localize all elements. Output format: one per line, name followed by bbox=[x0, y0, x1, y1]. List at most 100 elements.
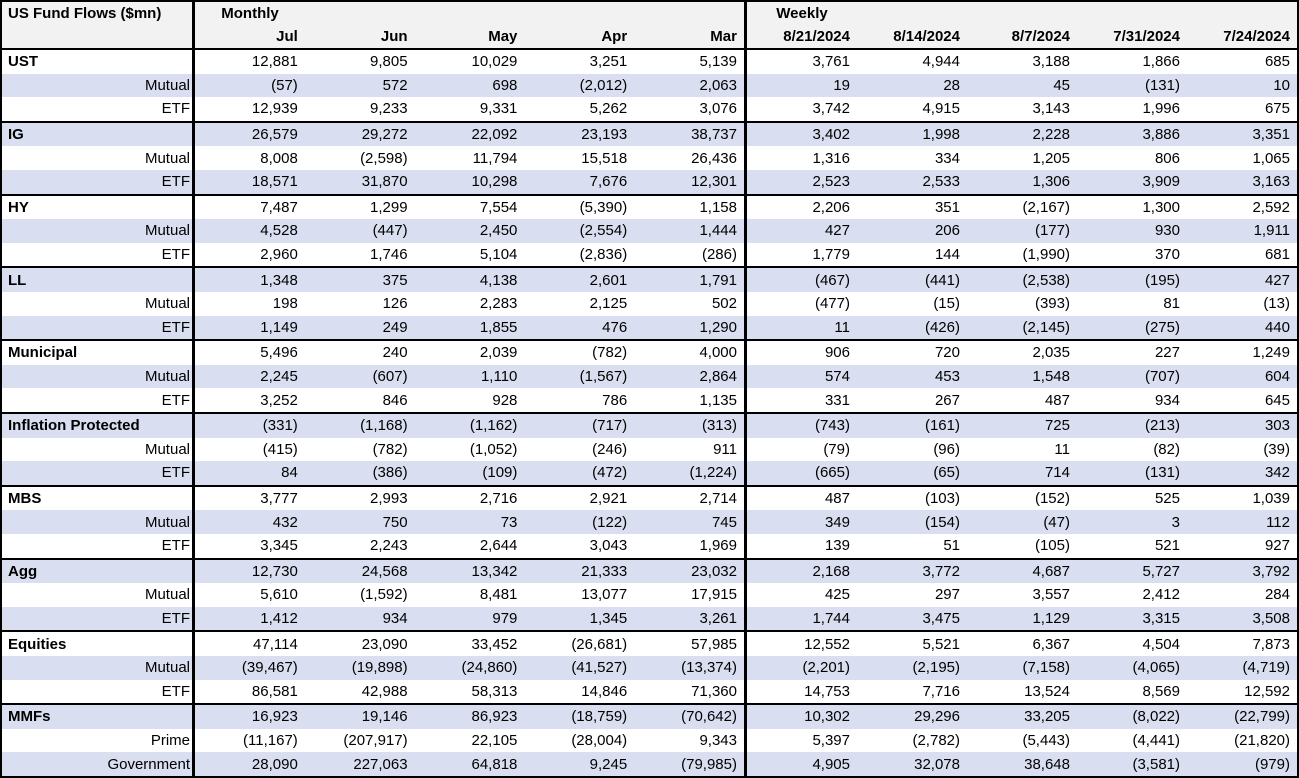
value-cell: 7,873 bbox=[1252, 635, 1290, 653]
value-cell: 2,864 bbox=[699, 368, 737, 386]
value-cell: 681 bbox=[1264, 246, 1290, 264]
value-cell: 1,065 bbox=[1252, 149, 1290, 167]
value-cell: 7,676 bbox=[589, 173, 628, 191]
column-header: 8/7/2024 bbox=[1011, 28, 1070, 45]
value-cell: (1,224) bbox=[689, 464, 737, 482]
weekly-cells: 331 267 487 934 645 bbox=[744, 388, 1297, 412]
value-cell: 3,909 bbox=[1142, 173, 1180, 191]
value-cell: 24,568 bbox=[361, 562, 408, 580]
value-cell: 3 bbox=[1171, 513, 1180, 531]
row-label: ETF bbox=[2, 461, 195, 485]
value-cell: 8,481 bbox=[479, 586, 518, 604]
value-cell: 19 bbox=[833, 76, 850, 94]
value-cell: 979 bbox=[492, 610, 518, 628]
table-row: Mutual 198 126 2,283 2,125 502 (477) (15) (393) 8… bbox=[2, 291, 1297, 316]
weekly-cells: 1,744 3,475 1,129 3,315 3,508 bbox=[744, 606, 1297, 631]
value-cell: (1,990) bbox=[1022, 246, 1070, 264]
value-cell: 5,397 bbox=[812, 732, 850, 750]
value-cell: 934 bbox=[1154, 391, 1180, 409]
row-label: Prime bbox=[2, 728, 195, 753]
monthly-cells: 5,496 240 2,039 (782) 4,000 bbox=[195, 341, 744, 365]
table-row: Mutual 432 750 73 (122) 745 349 (154) (47) 3 112 bbox=[2, 510, 1297, 534]
monthly-cells: 3,252 846 928 786 1,135 bbox=[195, 388, 744, 412]
weekly-cells: 11 (426) (2,145) (275) 440 bbox=[744, 315, 1297, 340]
value-cell: (41,527) bbox=[571, 659, 628, 677]
weekly-cells: 10,302 29,296 33,205 (8,022) (22,799) bbox=[744, 705, 1297, 729]
value-cell: 10 bbox=[1273, 76, 1290, 94]
value-cell: 8,008 bbox=[260, 149, 298, 167]
monthly-cells: 28,090 227,063 64,818 9,245 (79,985) bbox=[195, 752, 744, 776]
value-cell: 1,129 bbox=[1032, 610, 1070, 628]
table-row: ETF 12,939 9,233 9,331 5,262 3,076 3,742 4,915 3… bbox=[2, 97, 1297, 121]
value-cell: 5,262 bbox=[589, 100, 628, 118]
value-cell: 342 bbox=[1264, 464, 1290, 482]
value-cell: (122) bbox=[592, 513, 628, 531]
value-cell: 3,402 bbox=[812, 126, 850, 144]
value-cell: 2,714 bbox=[699, 490, 737, 508]
value-cell: (79) bbox=[823, 440, 850, 458]
value-cell: 10,298 bbox=[471, 173, 518, 191]
value-cell: 4,687 bbox=[1032, 562, 1070, 580]
value-cell: (13) bbox=[1263, 295, 1290, 313]
value-cell: 13,524 bbox=[1024, 682, 1070, 700]
value-cell: 12,301 bbox=[691, 173, 737, 191]
value-cell: 21,333 bbox=[581, 562, 628, 580]
value-cell: (979) bbox=[1254, 755, 1290, 773]
value-cell: (1,592) bbox=[360, 586, 408, 604]
value-cell: 2,206 bbox=[812, 198, 850, 216]
value-cell: 28,090 bbox=[251, 755, 298, 773]
value-cell: 3,252 bbox=[260, 391, 298, 409]
value-cell: (1,052) bbox=[469, 440, 518, 458]
monthly-cells: 12,939 9,233 9,331 5,262 3,076 bbox=[195, 97, 744, 121]
value-cell: (313) bbox=[701, 417, 737, 435]
table-row: ETF 1,412 934 979 1,345 3,261 1,744 3,475 1,129 3… bbox=[2, 606, 1297, 631]
value-cell: 26,579 bbox=[251, 126, 298, 144]
value-cell: 11 bbox=[1054, 440, 1070, 458]
value-cell: (154) bbox=[924, 513, 960, 531]
value-cell: 476 bbox=[602, 318, 628, 336]
value-cell: 4,504 bbox=[1142, 635, 1180, 653]
value-cell: 645 bbox=[1264, 391, 1290, 409]
value-cell: (2,201) bbox=[802, 659, 850, 677]
row-group: HY 7,487 1,299 7,554 (5,390) 1,158 2,206 351 (2,… bbox=[2, 193, 1297, 267]
value-cell: (2,836) bbox=[579, 246, 628, 264]
value-cell: (447) bbox=[372, 222, 408, 240]
value-cell: 750 bbox=[382, 513, 408, 531]
weekly-cells: 487 (103) (152) 525 1,039 bbox=[744, 486, 1297, 511]
row-label: MBS bbox=[2, 486, 195, 511]
value-cell: 3,508 bbox=[1252, 610, 1290, 628]
row-group: Municipal 5,496 240 2,039 (782) 4,000 906 720 2,… bbox=[2, 339, 1297, 412]
table-row: Mutual 5,610 (1,592) 8,481 13,077 17,915 425 29… bbox=[2, 583, 1297, 607]
monthly-section-row: Monthly bbox=[195, 2, 744, 25]
value-cell: (7,158) bbox=[1022, 659, 1070, 677]
value-cell: 1,299 bbox=[370, 198, 408, 216]
row-label: ETF bbox=[2, 169, 195, 194]
weekly-cells: 5,397 (2,782) (5,443) (4,441) (21,820) bbox=[744, 728, 1297, 753]
column-header: 8/21/2024 bbox=[783, 28, 850, 45]
value-cell: 1,149 bbox=[260, 318, 298, 336]
value-cell: (472) bbox=[592, 464, 628, 482]
value-cell: 1,744 bbox=[812, 610, 850, 628]
value-cell: 14,753 bbox=[804, 682, 850, 700]
value-cell: (5,390) bbox=[579, 198, 628, 216]
monthly-cells: 4,528 (447) 2,450 (2,554) 1,444 bbox=[195, 219, 744, 243]
value-cell: 3,188 bbox=[1032, 53, 1070, 71]
table-row: IG 26,579 29,272 22,092 23,193 38,737 3,402 1,9… bbox=[2, 122, 1297, 147]
value-cell: 720 bbox=[934, 344, 960, 362]
column-header: Jul bbox=[276, 28, 298, 45]
value-cell: 3,761 bbox=[812, 53, 850, 71]
weekly-cells: 425 297 3,557 2,412 284 bbox=[744, 583, 1297, 607]
value-cell: 4,528 bbox=[260, 222, 298, 240]
table-row: Mutual (57) 572 698 (2,012) 2,063 19 28 45 (131) 1… bbox=[2, 73, 1297, 98]
value-cell: (1,162) bbox=[469, 417, 518, 435]
value-cell: 14,846 bbox=[581, 682, 628, 700]
value-cell: 19,146 bbox=[361, 708, 408, 726]
value-cell: (415) bbox=[262, 440, 298, 458]
value-cell: 1,348 bbox=[260, 271, 298, 289]
value-cell: 29,272 bbox=[361, 126, 408, 144]
value-cell: (131) bbox=[1144, 464, 1180, 482]
value-cell: (782) bbox=[592, 344, 628, 362]
row-label: MMFs bbox=[2, 705, 195, 729]
value-cell: 5,139 bbox=[699, 53, 737, 71]
value-cell: 9,245 bbox=[589, 755, 628, 773]
